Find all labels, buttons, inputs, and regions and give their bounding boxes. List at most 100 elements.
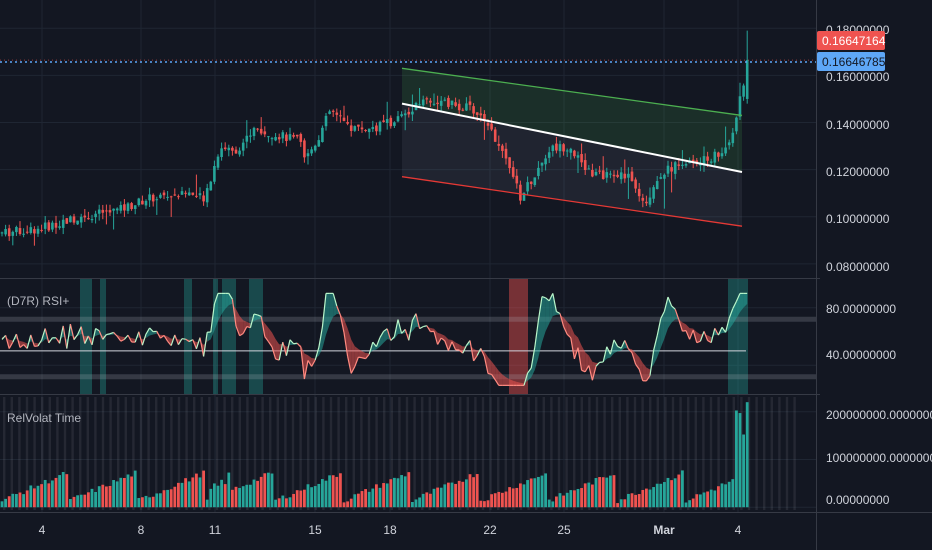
volume-bar [252, 479, 256, 508]
rsi-line [149, 327, 154, 333]
rsi-line [692, 330, 698, 343]
rsi-line [109, 331, 114, 335]
volume-session-marker [345, 397, 348, 510]
volume-session-marker [413, 397, 416, 510]
volume-bar [454, 483, 457, 508]
price-pane[interactable] [0, 30, 816, 246]
volume-bar [576, 488, 580, 508]
candle-body [454, 102, 457, 106]
rsi-line [635, 363, 640, 370]
rsi-line [293, 342, 298, 345]
rsi-line [87, 335, 93, 346]
volume-bar [684, 502, 688, 508]
volume-bar [483, 501, 486, 508]
volume-session-marker [291, 397, 295, 510]
volume-session-marker [299, 397, 302, 510]
volume-session-marker [56, 397, 59, 510]
rsi-line [141, 333, 147, 346]
rsi-line [213, 293, 219, 305]
last-price-label: 0.16647164 [822, 34, 886, 48]
volume-bar [331, 475, 335, 508]
time-axis[interactable]: 4 8 11 15 18 22 25 Mar 4 [39, 523, 742, 537]
volume-bar [727, 481, 731, 508]
volume-bar [382, 483, 385, 508]
rsi-line [199, 337, 205, 357]
candle-body [177, 196, 180, 198]
volume-bar [389, 479, 393, 508]
volume-bar [4, 498, 7, 508]
candle-body [234, 149, 238, 154]
volume-bar [436, 487, 439, 508]
candle-body [7, 228, 11, 237]
rsi-title[interactable]: (D7R) RSI+ [7, 294, 69, 308]
volume-axis[interactable]: 200000000.00000000 100000000.00000000 0.… [826, 408, 932, 507]
rsi-line [696, 340, 701, 344]
rsi-axis[interactable]: 80.00000000 40.00000000 [826, 302, 896, 362]
volume-session-marker [162, 397, 165, 510]
volume-session-marker [497, 397, 500, 510]
volume-bar [706, 491, 709, 508]
rsi-line [289, 339, 295, 345]
volume-bar [79, 494, 83, 508]
candle-body [105, 210, 108, 212]
volume-bar [112, 480, 115, 508]
volume-bar [249, 484, 252, 508]
volume-bar [72, 496, 76, 508]
volume-session-marker [519, 397, 523, 510]
volume-bar [90, 488, 94, 508]
price-tick-label: 0.14000000 [826, 118, 890, 132]
volume-bar [267, 472, 270, 508]
volume-title[interactable]: RelVolat Time [7, 411, 81, 425]
candle-body [123, 204, 126, 211]
candle-body [555, 143, 558, 151]
volume-bar [141, 497, 144, 508]
rsi-line [617, 345, 622, 349]
volume-session-marker [459, 397, 462, 510]
rsi-pane[interactable] [0, 279, 816, 394]
volume-bar [378, 487, 382, 508]
candle-body [364, 129, 367, 132]
candle-body [209, 181, 213, 191]
volume-pane[interactable] [0, 397, 796, 510]
rsi-line [426, 325, 431, 332]
rsi-fill [527, 368, 532, 381]
volume-tick-label: 0.00000000 [826, 493, 890, 507]
rsi-line [48, 337, 53, 344]
rsi-line [649, 350, 655, 376]
volume-bar [299, 490, 303, 508]
volume-bar [310, 487, 313, 508]
rsi-fill [272, 332, 276, 360]
volume-session-marker [231, 397, 234, 510]
candle-body [447, 97, 450, 107]
volume-bar [115, 481, 119, 508]
volume-session-marker [633, 397, 637, 510]
rsi-line [160, 334, 165, 339]
candle-body [511, 167, 515, 177]
volume-session-marker [246, 397, 249, 510]
candle-body [108, 210, 112, 213]
rsi-line [703, 331, 709, 341]
volume-session-marker [747, 397, 751, 510]
volume-bar [346, 501, 349, 508]
candle-body [65, 218, 69, 224]
rsi-line [343, 332, 349, 357]
volume-bar [33, 488, 36, 508]
rsi-fill [120, 336, 125, 342]
candle-body [245, 135, 249, 142]
rsi-line [419, 326, 424, 330]
rsi-fill [430, 327, 434, 332]
candle-body [598, 170, 601, 172]
rsi-fill [383, 328, 388, 343]
volume-bar [126, 474, 130, 508]
rsi-line [282, 341, 287, 356]
volume-session-marker [626, 397, 629, 510]
volume-bar [468, 474, 472, 508]
candle-body [313, 145, 317, 151]
volume-session-marker [41, 397, 44, 510]
rsi-line [423, 325, 427, 328]
time-tick-label: 15 [308, 523, 322, 537]
rsi-line [447, 341, 453, 351]
rsi-line [235, 325, 241, 336]
volume-bar [277, 498, 281, 508]
